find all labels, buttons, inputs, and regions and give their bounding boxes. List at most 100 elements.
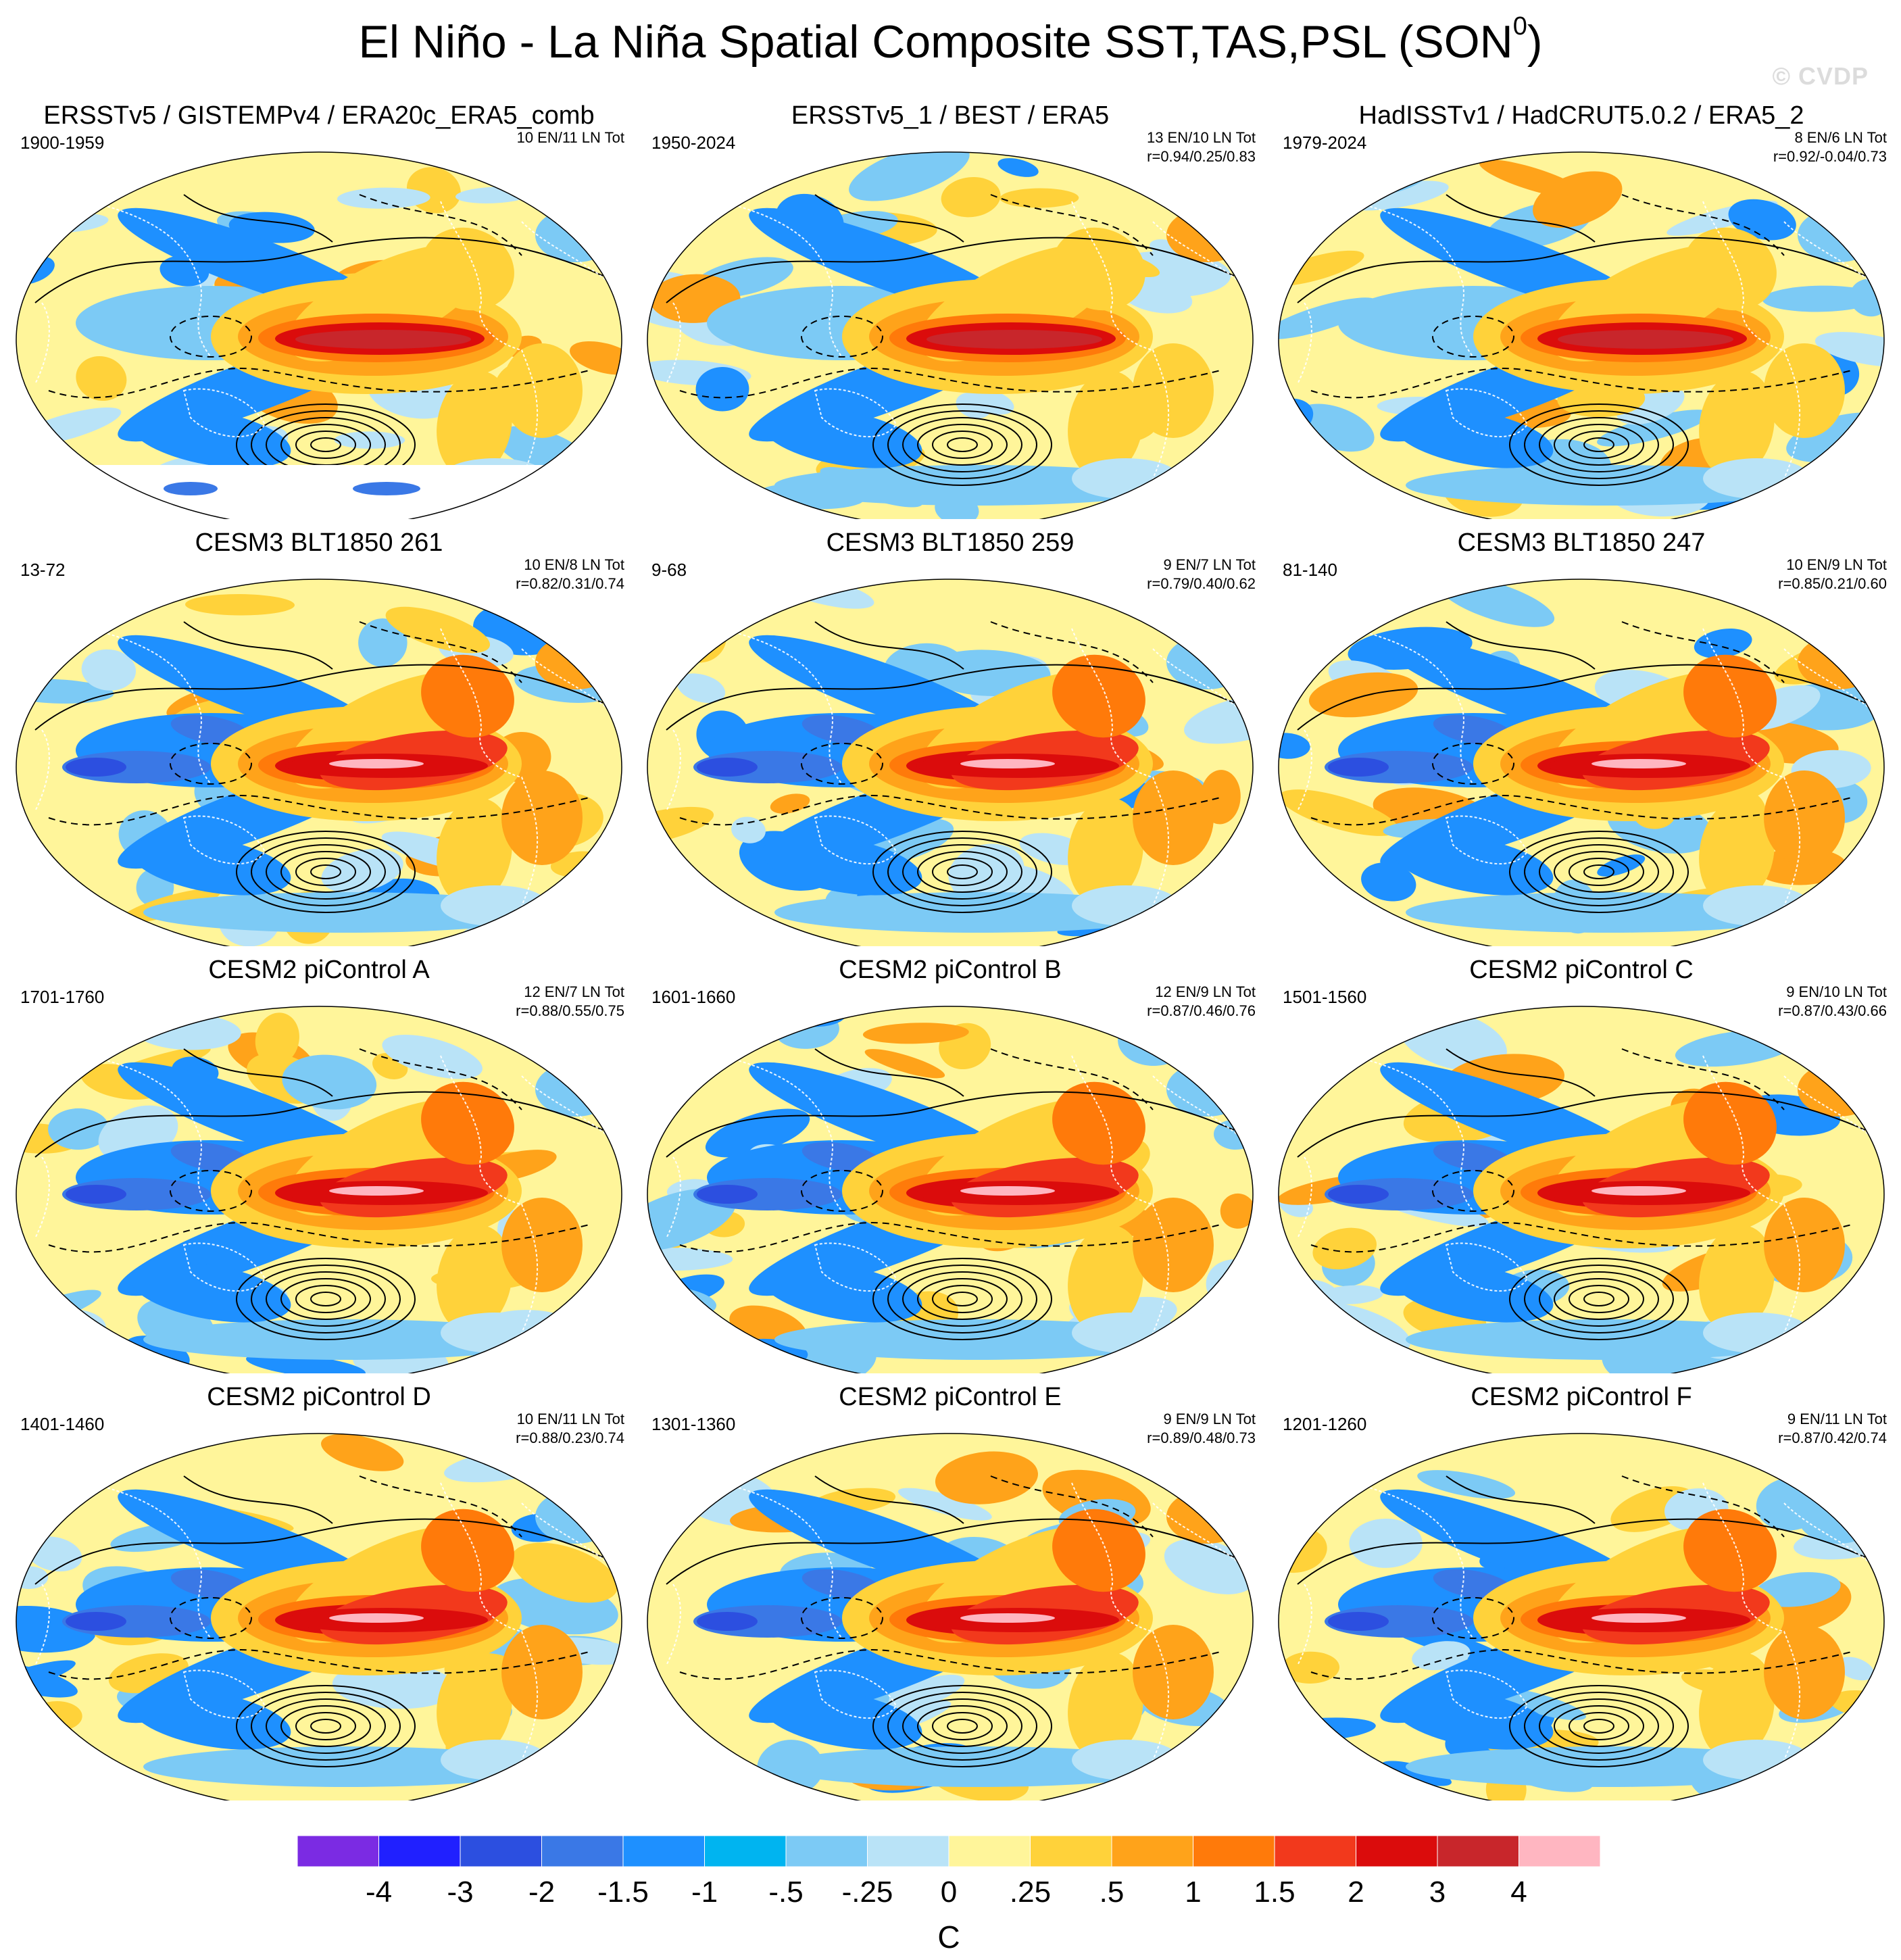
panel-period: 1301-1360 <box>651 1414 736 1434</box>
anomaly-region <box>1328 1612 1389 1631</box>
psl-contour-positive <box>183 194 333 243</box>
colorbar-tick-label: -1 <box>691 1876 718 1909</box>
coastline <box>1702 201 1801 479</box>
colorbar-tick-label: -1.5 <box>597 1876 649 1909</box>
psl-contour-positive <box>1583 1292 1614 1306</box>
anomaly-region <box>421 654 514 738</box>
panel-period: 1401-1460 <box>20 1414 105 1434</box>
anomaly-region <box>1699 1652 1775 1760</box>
pattern-correlation: r=0.87/0.43/0.66 <box>1778 1002 1887 1019</box>
panel-title: CESM3 BLT1850 247 <box>1457 529 1706 557</box>
anomaly-region <box>697 1185 758 1204</box>
psl-contour-positive <box>872 1685 1052 1767</box>
coastline <box>720 628 843 785</box>
colorbar-bin <box>1193 1835 1275 1867</box>
anomaly-region <box>647 1188 736 1251</box>
panel-stats: 8 EN/6 LN Tot r=0.92/-0.04/0.73 <box>1773 128 1887 166</box>
anomaly-region <box>1068 1225 1143 1333</box>
psl-contour-positive <box>872 1258 1052 1340</box>
map-border <box>16 151 622 519</box>
pattern-correlation: r=0.92/-0.04/0.73 <box>1773 148 1887 165</box>
psl-contour-positive <box>34 237 603 303</box>
colorbar-tick-label: .5 <box>1100 1876 1125 1909</box>
panel-title: ERSSTv5_1 / BEST / ERA5 <box>791 101 1110 130</box>
psl-contour-positive <box>1583 1719 1614 1734</box>
colorbar-tick-label: -.25 <box>842 1876 893 1909</box>
psl-contour-positive <box>932 431 993 459</box>
event-counts: 10 EN/9 LN Tot <box>1786 556 1887 573</box>
psl-contour-positive <box>183 1048 333 1097</box>
anomaly-region <box>1533 171 1623 228</box>
event-counts: 9 EN/10 LN Tot <box>1786 983 1887 1000</box>
psl-contour-negative <box>801 1597 883 1639</box>
anomaly-region <box>1412 1641 1471 1671</box>
map-panel-9: CESM2 piControl C 1501-1560 9 EN/10 LN Tot… <box>1270 954 1892 1373</box>
anomaly-region <box>960 1186 1055 1196</box>
coastline <box>1152 1502 1248 1571</box>
psl-contour-positive <box>1583 864 1614 879</box>
colorbar-bin <box>1111 1835 1193 1867</box>
panel-title: CESM2 piControl D <box>207 1383 431 1411</box>
anomaly-region <box>382 1035 483 1079</box>
psl-contour-negative <box>359 1475 522 1538</box>
anomaly-region <box>66 758 126 777</box>
coastline <box>1297 729 1312 812</box>
psl-contour-positive <box>34 1518 603 1585</box>
anomaly-region <box>421 1509 514 1592</box>
anomaly-region <box>1279 297 1377 339</box>
psl-contour-positive <box>1583 437 1614 452</box>
psl-contour-negative <box>801 1170 883 1212</box>
panel-stats: 10 EN/11 LN Tot <box>517 128 624 147</box>
anomaly-region <box>329 1613 424 1623</box>
anomaly-region <box>1133 343 1214 438</box>
anomaly-region <box>1683 1081 1777 1165</box>
panel-title: CESM3 BLT1850 261 <box>195 529 443 557</box>
event-counts: 9 EN/9 LN Tot <box>1163 1411 1256 1427</box>
coastline <box>1351 1055 1474 1212</box>
psl-contour-positive <box>1446 194 1596 243</box>
anomaly-region <box>762 408 922 468</box>
anomaly-region <box>770 793 810 814</box>
event-counts: 13 EN/10 LN Tot <box>1146 129 1256 146</box>
psl-contour-positive <box>266 1698 386 1754</box>
anomaly-region <box>1558 330 1733 349</box>
map-border <box>647 579 1254 946</box>
psl-contour-negative <box>990 621 1154 683</box>
anomaly-region <box>329 1186 424 1196</box>
psl-contour-negative <box>990 1475 1154 1538</box>
anomaly-region <box>1591 1186 1686 1196</box>
psl-contour-positive <box>947 1292 978 1306</box>
psl-contour-positive <box>872 403 1052 486</box>
psl-contour-positive <box>34 1091 603 1158</box>
psl-contour-positive <box>666 664 1235 731</box>
colorbar-tick-label: -3 <box>447 1876 473 1909</box>
panel-stats: 10 EN/9 LN Tot r=0.85/0.21/0.60 <box>1778 556 1887 593</box>
psl-contour-negative <box>170 743 252 785</box>
coastline <box>34 1584 50 1666</box>
psl-contour-positive <box>902 1271 1022 1327</box>
psl-contour-positive <box>1524 837 1674 906</box>
colorbar-bin <box>704 1835 787 1867</box>
map-panel-4: CESM3 BLT1850 261 13-72 10 EN/8 LN Tot r=0.… <box>8 527 630 946</box>
panel-stats: 9 EN/7 LN Tot r=0.79/0.40/0.62 <box>1147 556 1256 593</box>
psl-contour-positive <box>1569 1285 1629 1313</box>
anomaly-region <box>1393 835 1554 896</box>
psl-contour-positive <box>236 1685 416 1767</box>
anomaly-region <box>501 1198 583 1292</box>
panel-title: CESM2 piControl B <box>839 956 1062 984</box>
coastline <box>1152 1075 1248 1144</box>
psl-contour-positive <box>932 1285 993 1313</box>
panel-period: 1950-2024 <box>651 132 736 153</box>
colorbar-bin <box>297 1835 379 1867</box>
anomaly-region <box>1597 854 1646 877</box>
anomaly-region <box>1068 798 1143 906</box>
anomaly-region <box>695 366 749 412</box>
anomaly-region <box>164 482 218 495</box>
map-border <box>647 1006 1254 1373</box>
anomaly-region <box>762 1689 922 1750</box>
colorbar-bin <box>1437 1835 1519 1867</box>
map-panel-3: HadISSTv1 / HadCRUT5.0.2 / ERA5_2 1979-20… <box>1270 100 1892 519</box>
anomaly-region <box>1133 1198 1214 1292</box>
panel-title: CESM2 piControl E <box>839 1383 1062 1411</box>
